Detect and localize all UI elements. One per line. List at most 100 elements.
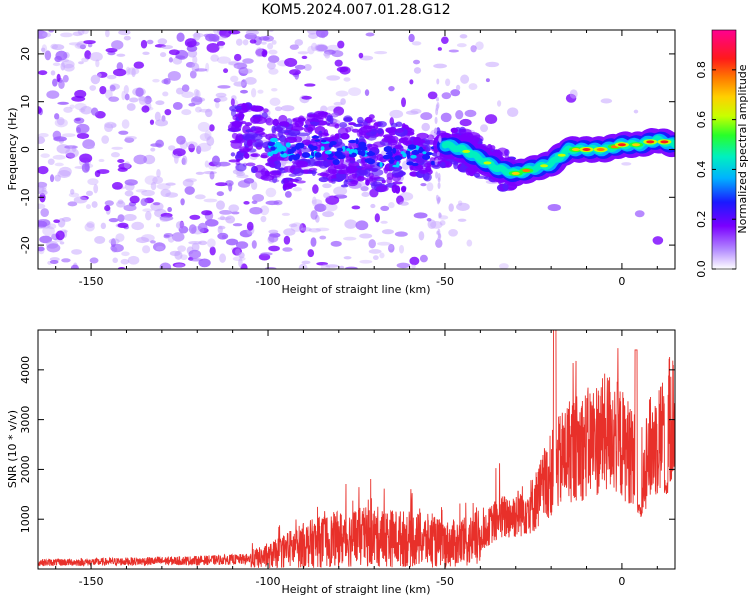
spectrogram-cell: [383, 145, 393, 153]
spectrogram-cell: [435, 107, 439, 116]
spectrogram-cell: [315, 30, 329, 38]
spectrogram-cell: [367, 143, 379, 151]
spectrogram-cell: [303, 126, 314, 133]
spectrogram-cell: [238, 111, 245, 121]
spectrogram-cell: [52, 154, 66, 160]
spectrogram-cell: [376, 153, 384, 161]
spectrogram-cell: [278, 135, 287, 142]
spectrogram-cell: [108, 96, 120, 102]
snr-xtick-label: -50: [436, 575, 454, 588]
spectrogram-cell: [422, 154, 431, 161]
spectrogram-cell: [89, 257, 99, 264]
spectrogram-cell: [175, 221, 185, 230]
spectrogram-cell: [396, 262, 411, 269]
spectrogram-cell: [204, 130, 212, 141]
spectrogram-cell: [325, 195, 340, 205]
spectrogram-cell: [124, 190, 134, 197]
spectrogram-cell: [121, 251, 130, 257]
spectrogram-cell: [284, 191, 292, 198]
spectrogram-cell: [159, 262, 172, 269]
spectrogram-cell: [288, 223, 298, 228]
spectrogram-cell: [285, 142, 291, 148]
spectrogram-cell: [240, 89, 248, 94]
spectrogram-cell: [297, 142, 305, 149]
spectrogram-cell: [357, 151, 363, 156]
spectrogram-cell: [274, 142, 282, 148]
spectrogram-cell: [374, 213, 380, 223]
spectrogram-cell: [215, 101, 220, 109]
spectrogram-cell: [101, 135, 110, 144]
spectrogram-cell: [280, 105, 295, 112]
spectrogram-cell: [124, 179, 138, 186]
spectrogram-cell: [117, 214, 125, 222]
spectrogram-cell: [203, 198, 218, 203]
spectrogram-cell: [180, 254, 188, 261]
spectrogram-cell: [364, 158, 374, 163]
spectrogram-cell: [455, 84, 461, 91]
spectrogram-cell: [318, 176, 329, 183]
spectrogram-cell: [216, 191, 225, 197]
spectrogram-cell: [389, 156, 394, 160]
spectrogram-cell: [371, 168, 384, 177]
spectrogram-cell: [311, 135, 320, 139]
spectrogram-cell: [80, 106, 93, 115]
spectrogram-cell: [254, 164, 266, 173]
spectrogram-cell: [185, 178, 197, 183]
spectrogram-cell: [438, 213, 442, 218]
spectrogram-cell: [230, 75, 239, 83]
spectrogram-cell: [184, 38, 197, 48]
spectrogram-cell: [205, 219, 219, 227]
spectrogram-cell: [406, 161, 414, 166]
spectrogram-cell: [108, 238, 120, 245]
spectrogram-cell: [172, 262, 186, 268]
spectrogram-cell: [360, 159, 366, 166]
spectrogram-cell: [195, 106, 202, 113]
spectrogram-cell: [268, 68, 279, 75]
spectrogram-cell: [213, 97, 221, 103]
spectrogram-cell: [377, 241, 391, 246]
spectrogram-cell: [217, 85, 231, 89]
spectrogram-cell: [331, 50, 344, 58]
spectrogram-cell: [133, 61, 145, 69]
spectrogram-cell: [141, 105, 150, 113]
spectrogram-cell: [316, 262, 329, 266]
spectrogram-cell: [230, 152, 236, 157]
spectrogram-cell: [359, 233, 373, 239]
colorbar-tick-label: 0.6: [695, 111, 708, 129]
spectrogram-cell: [297, 115, 305, 125]
spectrogram-cell: [110, 243, 124, 253]
spectrogram-cell: [163, 234, 171, 239]
spectrogram-cell: [262, 35, 274, 42]
spectrogram-cell: [340, 133, 350, 140]
spectrogram-cell: [78, 108, 86, 113]
spectrogram-cell: [54, 162, 64, 167]
spectrogram-cell: [388, 159, 395, 164]
spectrogram-cell: [142, 51, 150, 56]
spectrogram-cell: [168, 57, 173, 63]
spectrogram-cell: [413, 67, 422, 74]
spectrogram-cell: [435, 171, 439, 179]
spectrogram-cell: [268, 229, 279, 234]
spectrogram-hotspot: [483, 161, 492, 165]
spectrogram-cell: [621, 162, 632, 166]
spectrogram-cell: [325, 264, 339, 268]
spectrogram-cell: [304, 83, 316, 87]
spectrogram-cell: [499, 263, 509, 269]
spectrogram-cell: [235, 241, 249, 249]
spectrogram-cell: [411, 41, 422, 46]
spectrogram-cell: [268, 55, 280, 64]
spectrogram-cell: [268, 30, 274, 33]
spectrogram-cell: [215, 182, 228, 187]
colorbar-label: Normalized spectral amplitude: [736, 64, 749, 233]
spectrogram-cell: [126, 67, 140, 75]
spectrogram-cell: [253, 36, 262, 46]
spectrogram-cell: [496, 100, 502, 107]
spectrogram-cell: [492, 149, 501, 154]
spectrogram-cell: [38, 203, 46, 209]
spectrogram-cell: [64, 145, 78, 149]
spectrogram-cell: [77, 30, 85, 36]
spectrogram-cell: [345, 266, 358, 269]
spectrogram-cell: [228, 182, 233, 192]
spectrogram-cell: [274, 106, 283, 112]
